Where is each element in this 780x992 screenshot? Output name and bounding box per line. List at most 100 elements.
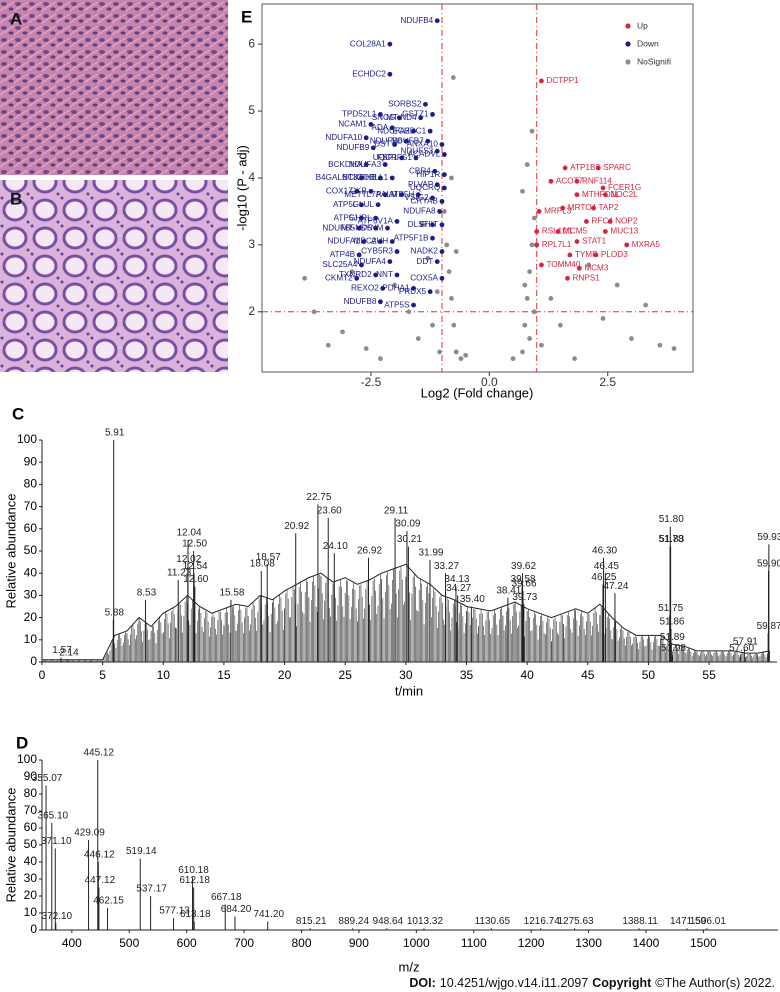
- point: [441, 185, 447, 191]
- peak-label: 29.11: [384, 505, 409, 516]
- x-axis-label: m/z: [399, 959, 420, 974]
- x-tick-label: 400: [62, 936, 82, 950]
- point: [534, 242, 540, 248]
- point-label: MXRA5: [632, 240, 661, 249]
- point: [368, 122, 374, 127]
- point: [394, 272, 400, 278]
- peak-label: 46.25: [591, 572, 616, 583]
- point-label: STAT1: [582, 237, 607, 246]
- point-label: DCTPP1: [546, 76, 579, 85]
- peak-label: 1013.32: [407, 916, 444, 927]
- point: [439, 222, 445, 228]
- copyright-label: Copyright: [592, 976, 652, 990]
- peak-label: 51.80: [659, 514, 684, 525]
- point-label: COX17: [326, 187, 353, 196]
- point-label: FBP1: [377, 153, 398, 162]
- point: [302, 275, 308, 281]
- point: [404, 138, 409, 144]
- y-tick-label: 90: [24, 769, 38, 783]
- y-tick-label: 40: [24, 565, 38, 579]
- point-label: MRPL3: [544, 207, 572, 216]
- point: [548, 296, 554, 301]
- y-tick-label: 5: [248, 103, 255, 117]
- point-label: MPC2: [354, 237, 377, 246]
- legend-label: Down: [637, 38, 659, 48]
- point-label: ATP5S: [384, 300, 410, 309]
- point: [614, 282, 620, 288]
- point: [437, 209, 443, 214]
- point-label: NDUFA3: [349, 160, 382, 169]
- y-tick-label: 100: [17, 752, 37, 766]
- point-label: NADK2: [411, 247, 439, 256]
- peak-label: 12.54: [183, 561, 208, 572]
- peak-label: 35.40: [460, 594, 485, 605]
- point: [387, 71, 393, 77]
- point-label: TXNRD2: [339, 270, 372, 279]
- peak-label: 371.10: [41, 836, 72, 847]
- y-tick-label: 4: [248, 170, 255, 184]
- point: [373, 215, 379, 221]
- point: [441, 172, 447, 178]
- x-tick-label: 600: [177, 936, 197, 950]
- x-tick-label: 25: [339, 668, 353, 682]
- peak-label: 15.58: [219, 587, 244, 598]
- y-tick-label: 80: [24, 477, 38, 491]
- peak-label: 51.89: [660, 632, 685, 643]
- point-label: AUH: [371, 237, 388, 246]
- x-tick-label: 45: [581, 668, 595, 682]
- point: [451, 322, 457, 328]
- point-label: ADA: [371, 123, 388, 132]
- peak-label: 51.86: [659, 616, 684, 627]
- point: [375, 202, 381, 208]
- point-label: TAP2: [599, 203, 619, 212]
- point: [600, 316, 606, 321]
- peak-label: 12.02: [176, 554, 201, 565]
- legend-marker: [625, 23, 631, 29]
- point: [363, 162, 369, 167]
- peak-label: 1471.59: [670, 916, 707, 927]
- peak-label: 23.60: [317, 505, 342, 516]
- doi: 10.4251/wjgo.v14.i11.2097: [440, 976, 589, 990]
- peak-label: 5.88: [105, 607, 125, 618]
- peak-label: 948.64: [373, 916, 404, 927]
- point-label: FHIT: [420, 220, 438, 229]
- peak-label: 462.15: [93, 896, 124, 907]
- peak-label: 372.10: [42, 911, 73, 922]
- peak-label: 31.99: [418, 548, 443, 559]
- y-tick-label: 60: [24, 521, 38, 535]
- y-tick-label: 70: [24, 803, 38, 817]
- point: [643, 302, 649, 308]
- legend-label: NoSignifi: [637, 56, 671, 66]
- point: [394, 219, 400, 224]
- peak-label: 39.62: [511, 561, 536, 572]
- point: [446, 269, 452, 275]
- y-tick-label: 6: [248, 36, 255, 50]
- point-label: CBR4: [409, 166, 431, 175]
- y-tick-label: 2: [248, 304, 255, 318]
- point: [392, 142, 398, 147]
- point-label: MUC13: [610, 227, 638, 236]
- point: [560, 205, 566, 211]
- peak-label: 1388.11: [622, 916, 658, 927]
- point-label: TPD52L1: [342, 110, 377, 119]
- profile-area: [42, 563, 770, 661]
- point-label: NCAM1: [338, 120, 367, 129]
- doi-label: DOI:: [409, 976, 435, 990]
- point: [439, 249, 445, 254]
- point-label: NDUFB9: [337, 143, 370, 152]
- point: [539, 78, 544, 84]
- x-axis-label: t/min: [395, 683, 423, 698]
- point: [449, 296, 454, 301]
- y-tick-label: 30: [24, 588, 38, 602]
- y-axis-label: Relative abundance: [3, 788, 18, 903]
- x-tick-label: 700: [234, 936, 254, 950]
- point: [382, 162, 388, 167]
- peak-label: 537.17: [136, 884, 167, 895]
- point-label: CKMT2: [325, 273, 353, 282]
- point-label: NDUFB5: [322, 223, 355, 232]
- point-label: GHRL: [349, 213, 372, 222]
- point: [434, 148, 440, 154]
- legend-marker: [625, 59, 631, 65]
- peak-label: 815.21: [296, 916, 327, 927]
- y-tick-label: 20: [24, 888, 38, 902]
